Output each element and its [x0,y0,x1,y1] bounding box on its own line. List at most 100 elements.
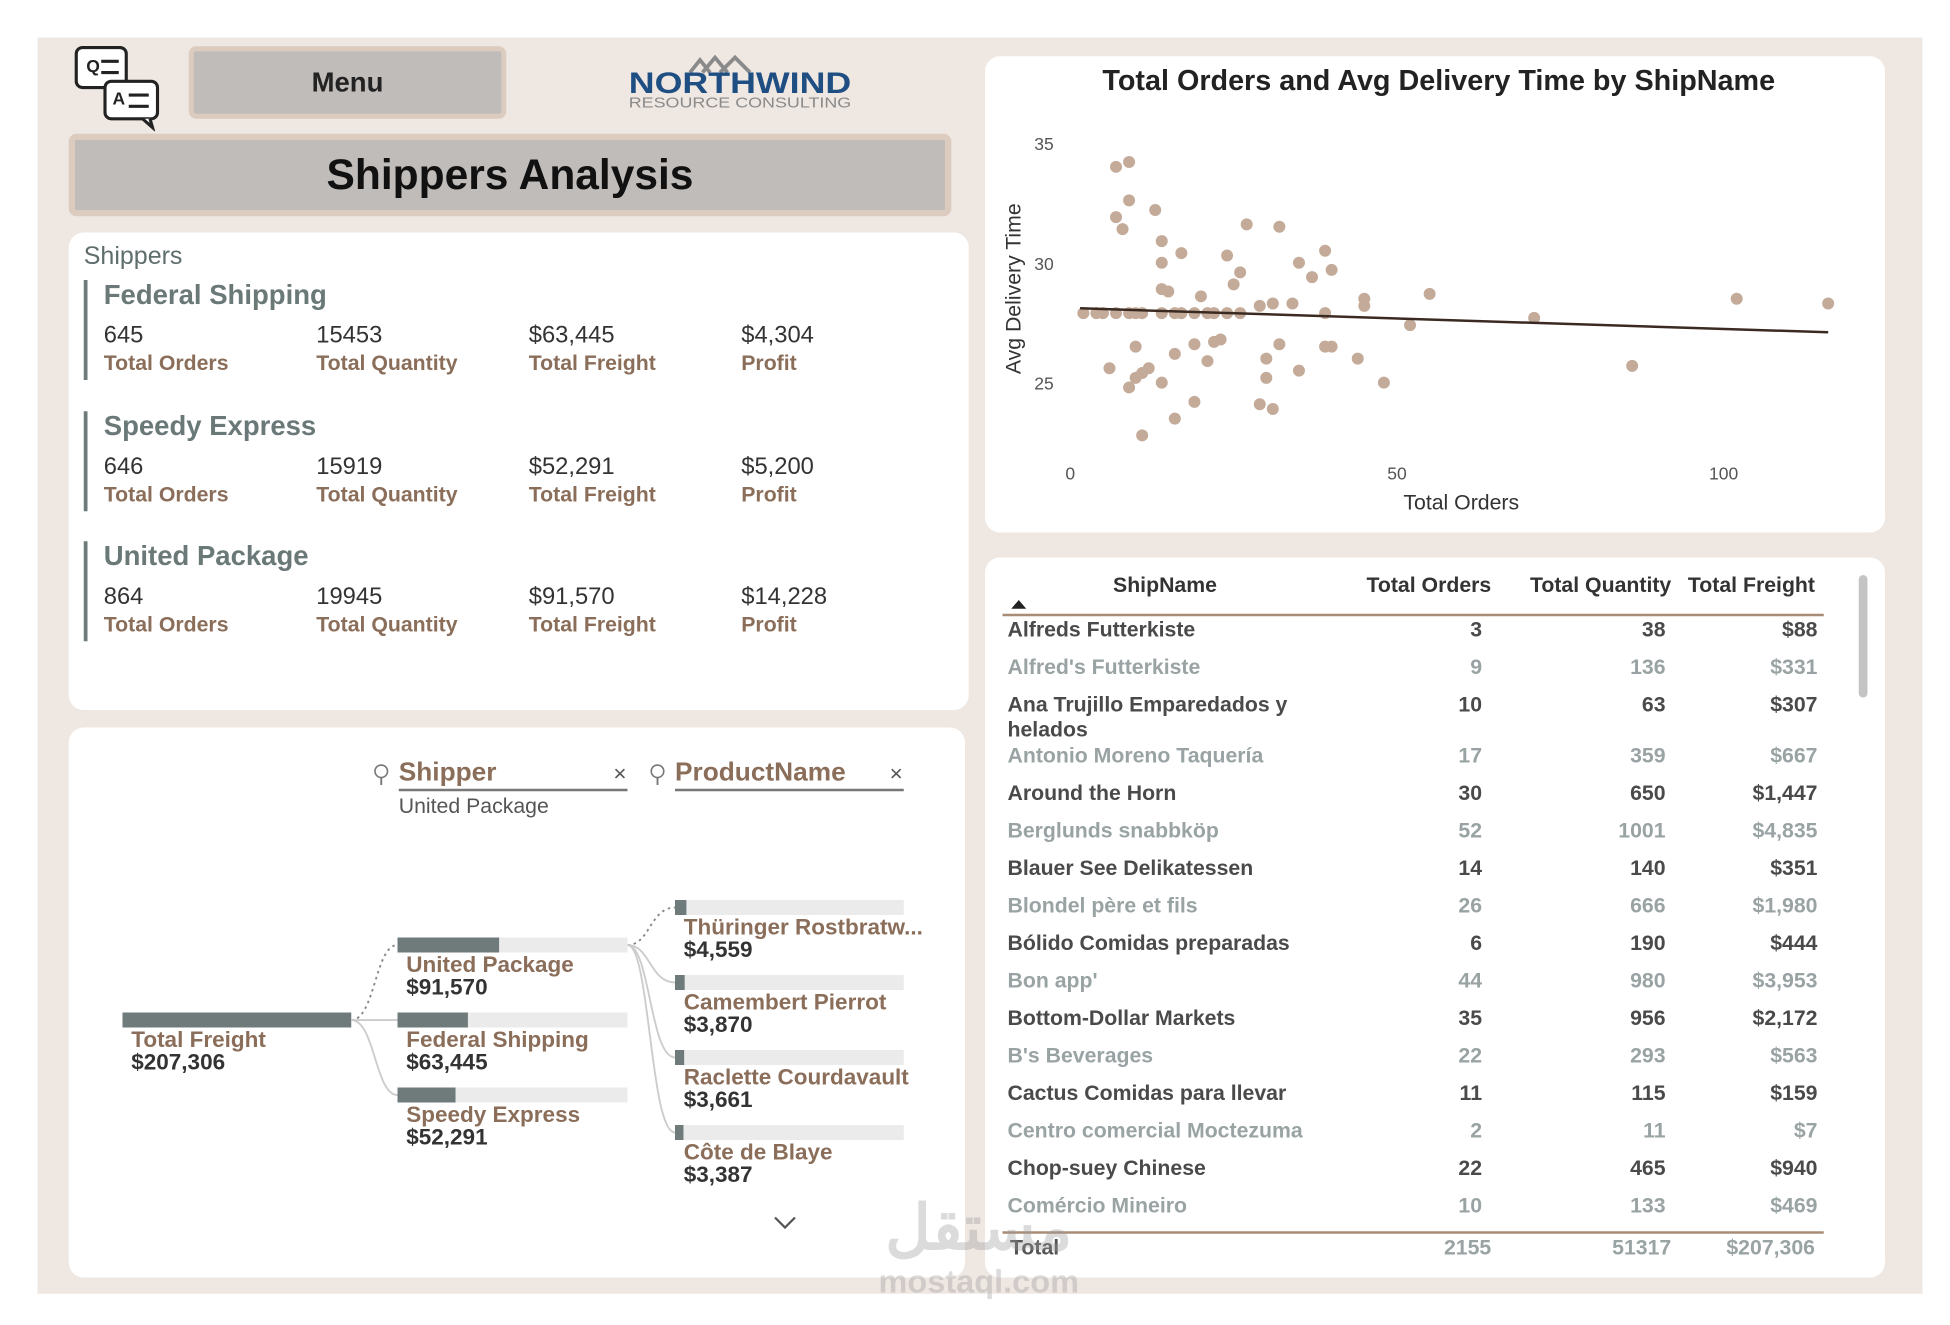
cell-number: 3 [1470,617,1483,642]
qa-icon[interactable]: Q A [73,44,166,132]
connector [627,944,676,1134]
y-tick-label: 35 [1034,134,1053,154]
table-row: Berglunds snabbköp 52 1001 $4,835 [1000,818,1825,856]
cell-number: $331 [1770,655,1818,679]
cell-number: $351 [1770,856,1818,880]
remove-field: × [890,761,903,786]
cell-number: 26 [1458,893,1483,918]
cell-number: 980 [1630,968,1666,993]
point [1155,376,1168,389]
bar [122,1012,352,1028]
total-cell: Total [1010,1235,1059,1259]
bulb-icon [650,764,665,779]
shipper-name: Federal Shipping [103,278,327,310]
cell-name: Alfred's Futterkiste [1007,655,1201,679]
shipper-bar [83,541,88,642]
bar [675,1050,685,1065]
node-value: $3,870 [684,1012,753,1037]
total-cell: $207,306 [1726,1235,1815,1259]
point [1292,364,1305,377]
point [1319,244,1332,257]
bar-track [675,900,904,915]
point [1221,249,1234,262]
point [1358,299,1371,312]
cell-number: 293 [1630,1043,1666,1068]
point [1188,338,1201,351]
cell-name: Bon app' [1007,968,1098,993]
watermark: مستقل [885,1193,1072,1263]
point [1214,333,1227,346]
point [1077,307,1090,320]
cell-number: 133 [1630,1193,1666,1218]
node-value: $4,559 [684,937,753,962]
y-axis-label: Avg Delivery Time [1002,203,1026,374]
point [1423,287,1436,300]
point [1123,156,1136,169]
bar [675,1125,684,1140]
point [1149,203,1162,216]
table-row: Cactus Comidas para llevar 11 115 $159 [1000,1080,1825,1118]
cell-number: 11 [1459,1081,1483,1105]
node-value: $52,291 [406,1125,487,1150]
cell-number: 44 [1458,968,1483,993]
cell-name: Centro comercial Moctezuma [1007,1118,1303,1143]
point [1168,412,1181,425]
sort-arrow[interactable] [1010,598,1028,611]
cell-name: Blondel père et fils [1007,893,1198,918]
cell-name: Alfreds Futterkiste [1007,617,1196,642]
shipper-name: Speedy Express [103,409,317,441]
point [1110,160,1123,173]
node-label: Total Freight [131,1027,266,1052]
logo: NORTHWIND RESOURCE CONSULTING [629,54,852,112]
point [1175,247,1188,260]
metric-value: $52,291 [528,453,615,480]
x-tick-label: 0 [1065,464,1075,484]
table-row: Blauer See Delikatessen 14 140 $351 [1000,855,1825,893]
cell-name: Comércio Mineiro [1007,1193,1187,1218]
connector [627,906,676,946]
watermark: mostaql.com [879,1263,1079,1299]
cell-number: 10 [1458,1193,1483,1218]
y-tick-label: 25 [1034,374,1053,394]
point [1292,256,1305,269]
table: Alfreds Futterkiste 3 38 $88 Alfred's Futter… [1000,616,1825,1231]
node-value: $63,445 [406,1050,487,1075]
point [1227,278,1240,291]
cell-number: 38 [1641,617,1666,642]
svg-text:Q: Q [86,56,100,76]
cell-number: 136 [1630,655,1666,679]
cell-name: Around the Horn [1007,781,1177,805]
field-name: ProductName [675,757,846,787]
cell-number: $1,980 [1752,893,1818,918]
point [1234,266,1247,279]
shippers-card: Shippers Federal Shipping 645 Total Orders… [68,232,969,710]
bar [397,1087,456,1103]
metric-label: Total Freight [528,351,656,375]
cell-name: Bottom-Dollar Markets [1007,1006,1236,1030]
scrollbar[interactable] [1858,575,1868,698]
point [1266,403,1279,416]
bar-track [675,1050,904,1065]
cell-number: 14 [1458,856,1483,880]
point [1155,307,1168,320]
cell-number: 1001 [1618,818,1666,843]
node-label: Côte de Blaye [684,1140,833,1165]
connector [627,944,676,1059]
node-label: Camembert Pierrot [684,990,887,1015]
logo-main: NORTHWIND [629,67,852,100]
remove-field: × [613,761,626,786]
cell-number: 666 [1630,893,1666,918]
cell-name: Ana Trujillo Emparedados y helados [1007,692,1288,742]
cell-number: $307 [1770,692,1818,717]
cell-number: $940 [1770,1156,1818,1180]
point [1528,311,1541,324]
metric-label: Profit [741,612,797,637]
cell-number: $159 [1770,1081,1818,1105]
menu-button[interactable]: Menu [188,46,507,119]
point [1136,429,1149,442]
node-value: $91,570 [406,975,487,1000]
point [1123,194,1136,207]
total-cell: 2155 [1444,1235,1491,1259]
cell-number: 35 [1458,1006,1483,1030]
point [1253,299,1266,312]
